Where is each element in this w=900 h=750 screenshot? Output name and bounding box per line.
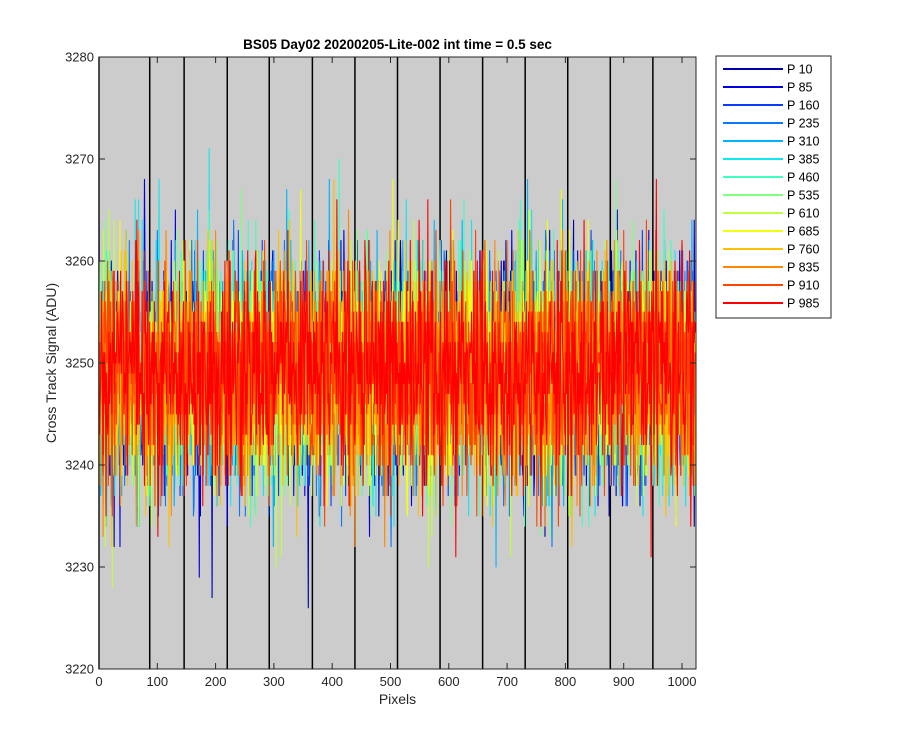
legend-label: P 235: [787, 117, 819, 131]
y-tick-label: 3240: [65, 458, 94, 473]
legend-box: [715, 55, 832, 319]
legend-label: P 535: [787, 189, 819, 203]
y-axis: 3220 3230 3240 3250 3260 3270 3280: [65, 50, 696, 677]
legend-label: P 85: [787, 81, 813, 95]
y-tick-label: 3260: [65, 254, 94, 269]
x-tick-label: 500: [380, 674, 402, 689]
legend-label: P 10: [787, 63, 813, 77]
series-layer: [98, 148, 696, 609]
legend-label: P 835: [787, 261, 819, 275]
x-tick-label: 300: [263, 674, 285, 689]
x-axis: 0 100 200 300 400 500 600 700 800 900 1000: [95, 57, 696, 689]
legend: P 10 P 85 P 160 P 235 P 310 P 385 P 460 P 535 P …: [715, 55, 832, 319]
x-axis-label: Pixels: [379, 691, 416, 707]
x-tick-label: 1000: [668, 674, 697, 689]
y-tick-label: 3280: [65, 50, 94, 65]
x-tick-label: 200: [205, 674, 227, 689]
y-tick-label: 3270: [65, 152, 94, 167]
x-tick-label: 100: [146, 674, 168, 689]
y-tick-label: 3220: [65, 662, 94, 677]
legend-label: P 160: [787, 99, 819, 113]
legend-label: P 460: [787, 171, 819, 185]
y-tick-label: 3230: [65, 560, 94, 575]
y-axis-label: Cross Track Signal (ADU): [43, 283, 59, 443]
y-tick-label: 3250: [65, 356, 94, 371]
x-tick-label: 0: [95, 674, 102, 689]
x-tick-label: 400: [321, 674, 343, 689]
legend-label: P 310: [787, 135, 819, 149]
x-tick-label: 700: [496, 674, 518, 689]
series-line-p985: [98, 178, 696, 558]
legend-label: P 385: [787, 153, 819, 167]
legend-label: P 985: [787, 297, 819, 311]
x-tick-label: 600: [438, 674, 460, 689]
x-tick-label: 900: [613, 674, 635, 689]
x-tick-label: 800: [555, 674, 577, 689]
legend-label: P 610: [787, 207, 819, 221]
chart-title: BS05 Day02 20200205-Lite-002 int time = …: [243, 37, 552, 52]
legend-label: P 760: [787, 243, 819, 257]
legend-label: P 910: [787, 279, 819, 293]
legend-label: P 685: [787, 225, 819, 239]
